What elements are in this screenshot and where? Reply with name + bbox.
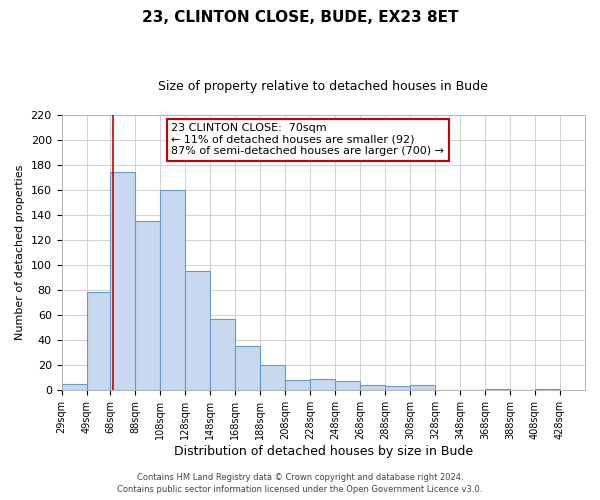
Bar [210, 318, 235, 390]
Bar [185, 271, 210, 390]
Title: Size of property relative to detached houses in Bude: Size of property relative to detached ho… [158, 80, 488, 93]
Bar [135, 221, 160, 390]
Bar [110, 172, 135, 390]
Y-axis label: Number of detached properties: Number of detached properties [15, 164, 25, 340]
Bar [335, 381, 360, 390]
Bar [235, 346, 260, 390]
X-axis label: Distribution of detached houses by size in Bude: Distribution of detached houses by size … [174, 444, 473, 458]
Bar [385, 386, 410, 390]
Text: 23 CLINTON CLOSE:  70sqm
← 11% of detached houses are smaller (92)
87% of semi-d: 23 CLINTON CLOSE: 70sqm ← 11% of detache… [172, 123, 445, 156]
Text: Contains HM Land Registry data © Crown copyright and database right 2024.
Contai: Contains HM Land Registry data © Crown c… [118, 472, 482, 494]
Bar [260, 365, 285, 390]
Bar [485, 388, 510, 390]
Bar [535, 388, 560, 390]
Bar [310, 378, 335, 390]
Bar [285, 380, 310, 390]
Bar [86, 292, 110, 390]
Bar [160, 190, 185, 390]
Bar [410, 385, 435, 390]
Bar [360, 385, 385, 390]
Text: 23, CLINTON CLOSE, BUDE, EX23 8ET: 23, CLINTON CLOSE, BUDE, EX23 8ET [142, 10, 458, 25]
Bar [62, 384, 86, 390]
